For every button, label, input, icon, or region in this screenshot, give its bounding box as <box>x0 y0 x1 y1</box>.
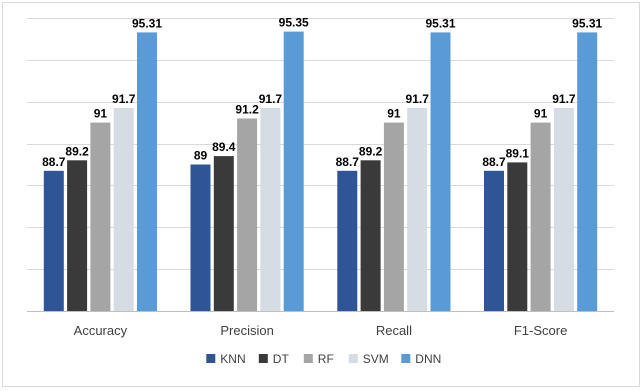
data-label: 89.4 <box>212 140 236 154</box>
bar-knn-precision <box>190 164 211 311</box>
bar-dnn-recall <box>430 32 451 312</box>
bars <box>43 31 598 312</box>
bar-dnn-accuracy <box>137 32 157 312</box>
data-labels: 88.789.29191.795.318989.491.291.795.3588… <box>42 16 602 169</box>
legend-item-svm: SVM <box>348 352 389 366</box>
legend-swatch <box>401 354 411 363</box>
data-label: 91.7 <box>552 92 576 106</box>
x-tick-label: Precision <box>220 323 273 338</box>
data-label: 91.7 <box>259 92 283 106</box>
x-tick-label: Recall <box>376 323 412 338</box>
bar-dt-f1-score <box>507 162 528 311</box>
data-label: 88.7 <box>42 155 66 169</box>
bar-svm-precision <box>260 108 281 311</box>
bar-svm-accuracy <box>113 108 134 311</box>
legend-swatch <box>348 354 358 363</box>
legend-label: DNN <box>415 352 441 366</box>
data-label: 91 <box>94 107 108 121</box>
bar-dnn-f1-score <box>577 32 598 312</box>
legend-item-dt: DT <box>258 352 290 366</box>
data-label: 91.7 <box>112 92 136 106</box>
data-label: 91 <box>387 107 401 121</box>
data-label: 91.7 <box>406 92 430 106</box>
bar-svm-f1-score <box>553 108 574 311</box>
bar-dt-recall <box>360 160 381 311</box>
bar-knn-recall <box>337 170 358 311</box>
data-label: 91 <box>534 107 548 121</box>
legend-item-knn: KNN <box>206 352 246 366</box>
data-label: 91.2 <box>235 103 259 117</box>
x-tick-label: F1-Score <box>514 323 567 338</box>
data-label: 89.1 <box>506 146 530 160</box>
data-label: 95.31 <box>132 16 162 30</box>
data-label: 95.31 <box>425 16 455 30</box>
bar-rf-f1-score <box>530 122 551 311</box>
bar-dt-accuracy <box>67 160 88 311</box>
x-axis-tick-labels: Accuracy Precision Recall F1-Score <box>74 323 568 338</box>
data-label: 95.35 <box>279 16 309 30</box>
data-label: 95.31 <box>572 16 602 30</box>
data-label: 89.2 <box>65 144 89 158</box>
data-label: 88.7 <box>482 155 506 169</box>
legend-item-rf: RF <box>303 352 334 366</box>
legend-label: DT <box>273 352 290 366</box>
bar-rf-recall <box>383 122 404 311</box>
legend-swatch <box>303 354 313 363</box>
legend-swatch <box>206 354 216 363</box>
bar-dnn-precision <box>283 31 304 311</box>
x-tick-label: Accuracy <box>74 323 128 338</box>
legend-label: SVM <box>363 352 389 366</box>
bar-svm-recall <box>407 108 428 311</box>
legend: KNN DT RF SVM DNN <box>206 352 441 366</box>
data-label: 89 <box>194 149 208 163</box>
data-label: 89.2 <box>359 144 383 158</box>
legend-swatch <box>258 354 268 363</box>
legend-item-dnn: DNN <box>401 352 441 366</box>
bar-knn-accuracy <box>43 170 64 311</box>
bar-rf-accuracy <box>90 122 111 311</box>
bar-dt-precision <box>213 156 234 311</box>
bar-rf-precision <box>237 118 258 311</box>
legend-label: KNN <box>220 352 245 366</box>
bar-knn-f1-score <box>484 170 504 311</box>
legend-label: RF <box>318 352 334 366</box>
data-label: 88.7 <box>336 155 360 169</box>
